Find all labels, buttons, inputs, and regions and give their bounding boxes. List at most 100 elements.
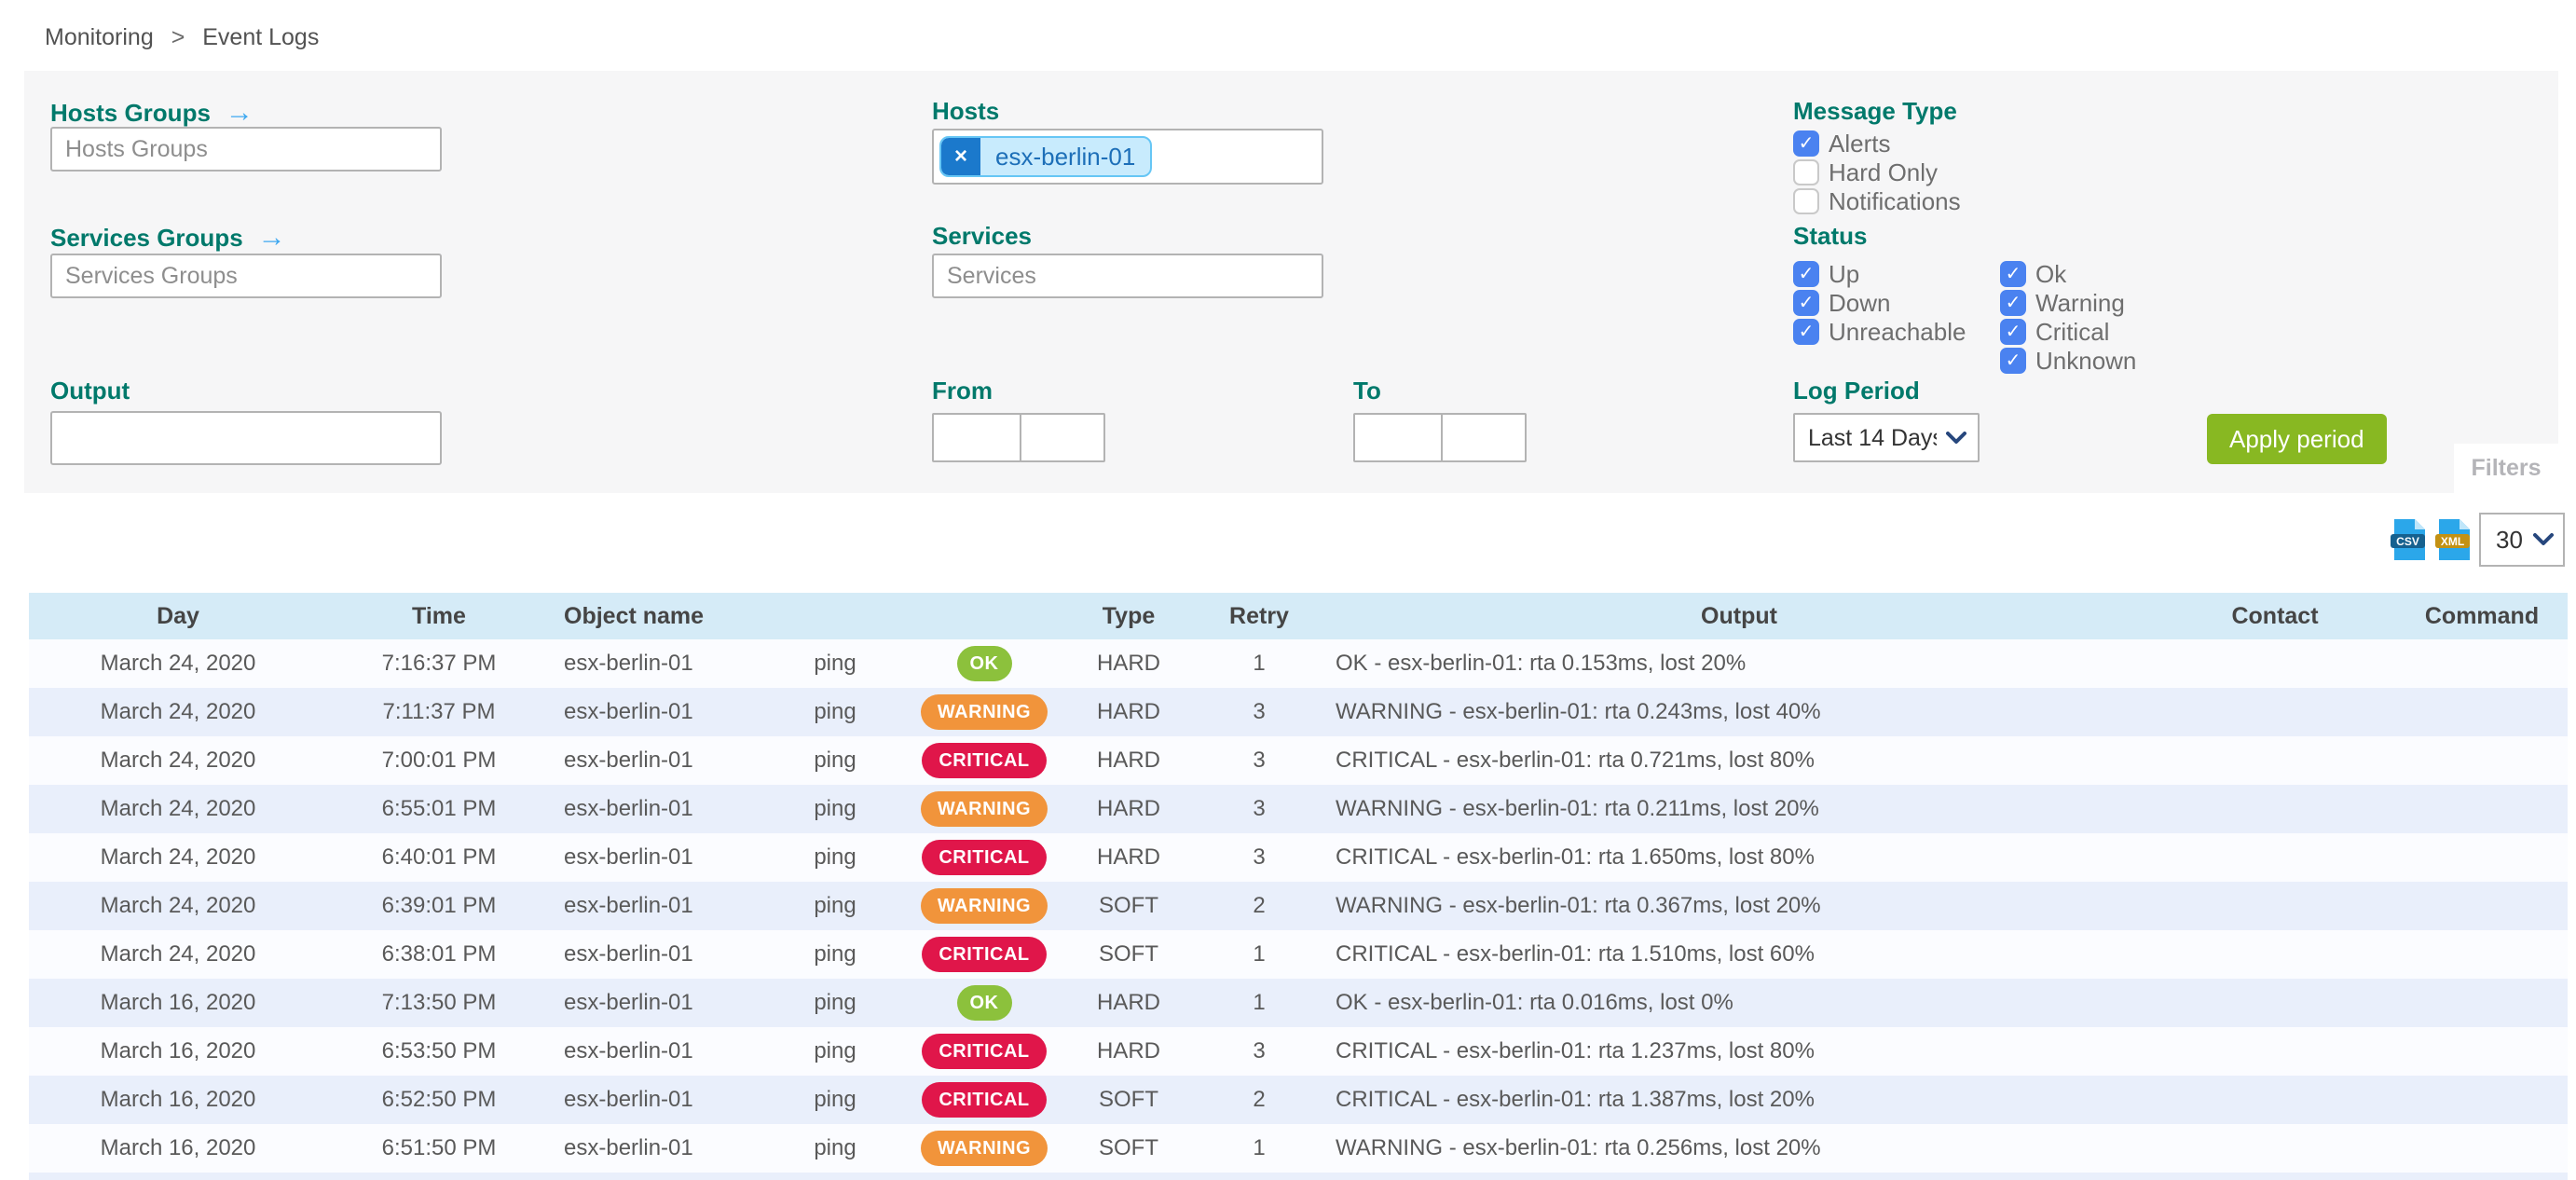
cell-contact (2154, 930, 2396, 979)
checkbox-label: Alerts (1829, 129, 1891, 158)
check-icon: ✓ (1798, 264, 1815, 284)
cell-object-name: esx-berlin-01 (564, 796, 693, 821)
services-groups-input[interactable] (50, 254, 442, 298)
to-time-input[interactable] (1441, 413, 1527, 462)
cell-output: WARNING - esx-berlin-01: rta 0.367ms, lo… (1336, 893, 1821, 918)
cell-output: OK - esx-berlin-01: rta 0.153ms, lost 20… (1336, 651, 1747, 676)
cell-retry: 3 (1253, 1038, 1266, 1063)
table-row-partial (29, 1173, 2568, 1180)
checkbox-box[interactable]: ✓ (2000, 290, 2026, 316)
checkbox-box[interactable] (1793, 159, 1819, 185)
checkbox-box[interactable]: ✓ (1793, 290, 1819, 316)
cell-status: CRITICAL (905, 833, 1063, 882)
checkbox-label: Unknown (2035, 346, 2137, 375)
cell-object-name: esx-berlin-01 (564, 1135, 693, 1160)
checkbox-warning[interactable]: ✓ Warning (2000, 289, 2136, 317)
checkbox-box[interactable]: ✓ (2000, 319, 2026, 345)
checkbox-box[interactable]: ✓ (1793, 130, 1819, 157)
from-date-input[interactable] (932, 413, 1021, 462)
status-badge: CRITICAL (922, 1082, 1047, 1118)
breadcrumb-item-monitoring[interactable]: Monitoring (45, 24, 154, 50)
checkbox-label: Up (1829, 259, 1860, 288)
cell-contact (2154, 736, 2396, 785)
cell-service: ping (814, 941, 856, 967)
checkbox-box[interactable]: ✓ (2000, 261, 2026, 287)
cell-status: CRITICAL (905, 1076, 1063, 1124)
from-time-input[interactable] (1020, 413, 1105, 462)
status-badge: OK (956, 646, 1012, 681)
cell-command (2396, 1124, 2568, 1173)
apply-period-button[interactable]: Apply period (2207, 414, 2387, 464)
status-badge: WARNING (920, 1131, 1048, 1166)
output-input[interactable] (50, 411, 442, 465)
host-chip[interactable]: × esx-berlin-01 (939, 136, 1153, 177)
table-row: March 16, 2020 6:53:50 PM esx-berlin-01 … (29, 1027, 2568, 1076)
services-groups-arrow-icon[interactable]: → (257, 222, 286, 253)
column-header-time: Time (327, 593, 551, 639)
svg-text:CSV: CSV (2396, 535, 2419, 548)
checkbox-label: Critical (2035, 317, 2110, 346)
cell-contact (2154, 882, 2396, 930)
check-icon: ✓ (2005, 293, 2021, 313)
checkbox-unknown[interactable]: ✓ Unknown (2000, 346, 2137, 375)
export-xml-icon[interactable]: XML (2434, 517, 2472, 562)
page-size-select[interactable]: 30 (2479, 513, 2565, 567)
status-badge: WARNING (920, 694, 1048, 730)
cell-contact (2154, 833, 2396, 882)
hosts-groups-input[interactable] (50, 127, 442, 172)
filter-panel: Hosts Groups→ Services Groups→ Output Ho… (24, 71, 2558, 493)
checkbox-hard-only[interactable]: Hard Only (1793, 158, 1961, 186)
table-row: March 24, 2020 7:16:37 PM esx-berlin-01 … (29, 639, 2568, 688)
check-icon: ✓ (1798, 322, 1815, 342)
cell-time: 6:55:01 PM (381, 796, 497, 821)
cell-day: March 16, 2020 (100, 990, 256, 1015)
checkbox-down[interactable]: ✓ Down (1793, 289, 1966, 317)
checkbox-unreachable[interactable]: ✓ Unreachable (1793, 318, 1966, 346)
cell-output: WARNING - esx-berlin-01: rta 0.211ms, lo… (1336, 796, 1819, 821)
cell-day: March 24, 2020 (100, 941, 256, 967)
status-badge: CRITICAL (922, 840, 1047, 875)
to-date-input[interactable] (1353, 413, 1443, 462)
cell-output: CRITICAL - esx-berlin-01: rta 1.237ms, l… (1336, 1038, 1815, 1063)
cell-object-name: esx-berlin-01 (564, 1038, 693, 1063)
export-controls: CSV XML 30 (2390, 513, 2565, 567)
checkbox-box[interactable]: ✓ (2000, 348, 2026, 374)
cell-retry: 3 (1253, 748, 1266, 773)
log-period-select[interactable]: Last 14 Days (1793, 413, 1980, 462)
filters-tab[interactable]: Filters (2454, 444, 2558, 493)
checkbox-notifications[interactable]: Notifications (1793, 187, 1961, 215)
message-type-label: Message Type (1793, 97, 1957, 125)
status-badge: CRITICAL (922, 743, 1047, 778)
column-header-contact: Contact (2154, 593, 2396, 639)
hosts-groups-arrow-icon[interactable]: → (225, 97, 253, 128)
checkbox-box[interactable]: ✓ (1793, 261, 1819, 287)
cell-type: HARD (1096, 748, 1160, 773)
checkbox-alerts[interactable]: ✓ Alerts (1793, 129, 1961, 158)
cell-day: March 24, 2020 (100, 844, 256, 870)
cell-service: ping (814, 1087, 856, 1112)
to-label: To (1353, 377, 1381, 405)
checkbox-box[interactable]: ✓ (1793, 319, 1819, 345)
cell-status: OK (905, 639, 1063, 688)
status-label: Status (1793, 222, 1868, 250)
cell-type: HARD (1096, 796, 1160, 821)
services-input[interactable] (932, 254, 1323, 298)
export-csv-icon[interactable]: CSV (2390, 517, 2427, 562)
status-badge: CRITICAL (922, 937, 1047, 972)
cell-contact (2154, 1076, 2396, 1124)
table-row: March 16, 2020 6:51:50 PM esx-berlin-01 … (29, 1124, 2568, 1173)
checkbox-ok[interactable]: ✓ Ok (2000, 260, 2136, 288)
column-header-service (765, 593, 905, 639)
cell-command (2396, 833, 2568, 882)
hosts-input[interactable]: × esx-berlin-01 (932, 129, 1323, 185)
checkbox-box[interactable] (1793, 188, 1819, 214)
cell-type: SOFT (1099, 1087, 1158, 1112)
table-row: March 16, 2020 7:13:50 PM esx-berlin-01 … (29, 979, 2568, 1027)
check-icon: ✓ (1798, 133, 1815, 154)
checkbox-critical[interactable]: ✓ Critical (2000, 317, 2136, 346)
cell-object-name: esx-berlin-01 (564, 651, 693, 676)
chip-remove-icon[interactable]: × (941, 138, 980, 175)
breadcrumb-item-event-logs: Event Logs (202, 24, 320, 50)
checkbox-up[interactable]: ✓ Up (1793, 259, 1966, 288)
column-header-status (905, 593, 1063, 639)
